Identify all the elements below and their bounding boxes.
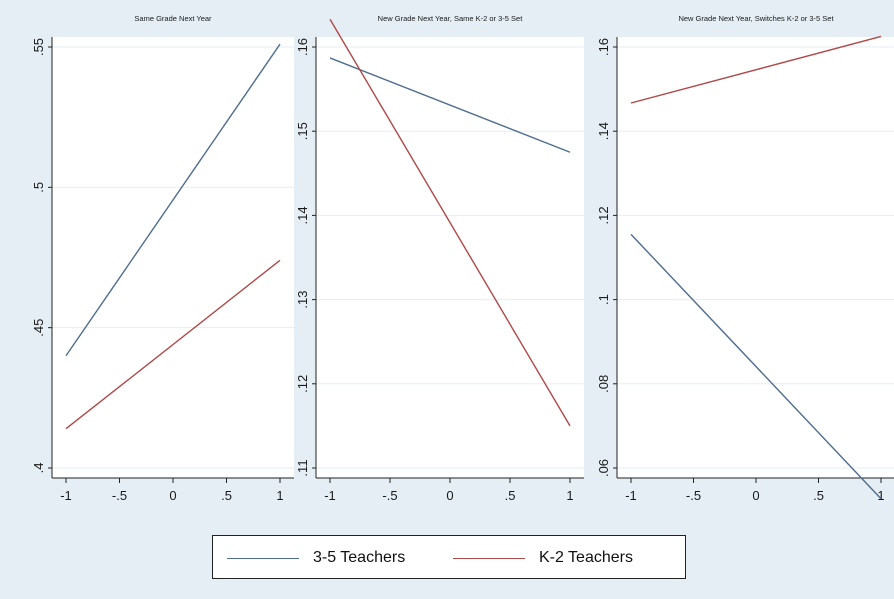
series-line-3-5-teachers (65, 43, 281, 357)
y-tick-label: .14 (596, 122, 611, 140)
chart-title: New Grade Next Year, Same K-2 or 3-5 Set (378, 14, 524, 23)
series-line-3-5-teachers (329, 57, 571, 153)
plot-area (52, 37, 294, 478)
x-tick-label: 0 (446, 488, 453, 503)
legend-item-k-2-teachers: K-2 Teachers (453, 536, 633, 580)
x-tick-label: -.5 (112, 488, 127, 503)
y-tick-label: .45 (31, 319, 46, 337)
chart-legend: 3-5 Teachers K-2 Teachers (212, 535, 686, 579)
chart-title: Same Grade Next Year (134, 14, 212, 23)
y-tick-label: .12 (295, 375, 310, 393)
x-tick-label: -1 (324, 488, 336, 503)
x-tick-label: -.5 (382, 488, 397, 503)
y-tick-label: .11 (295, 459, 310, 476)
x-tick-label: 0 (752, 488, 759, 503)
legend-label: K-2 Teachers (539, 549, 633, 566)
series-line-k-2-teachers (329, 18, 571, 427)
x-tick-label: .5 (505, 488, 516, 503)
x-tick-label: -1 (60, 488, 72, 503)
chart-svg: Same Grade Next Year .4 .45 .5 .55 -1 -.5 0 .5 1 N… (31, 14, 894, 503)
chart-title: New Grade Next Year, Switches K-2 or 3-5… (678, 14, 834, 23)
y-tick-label: .55 (31, 38, 46, 56)
plot-area (617, 37, 894, 478)
x-tick-label: 1 (276, 488, 283, 503)
y-tick-label: .13 (295, 291, 310, 309)
series-line-k-2-teachers (630, 35, 882, 104)
legend-label: 3-5 Teachers (313, 549, 406, 566)
x-tick-label: .5 (221, 488, 232, 503)
x-tick-label: 0 (169, 488, 176, 503)
series-line-3-5-teachers (630, 233, 882, 500)
x-tick-label: -1 (625, 488, 637, 503)
y-tick-label: .16 (295, 38, 310, 56)
y-tick-label: .15 (295, 122, 310, 140)
series-line-k-2-teachers (65, 259, 281, 430)
x-tick-label: .5 (813, 488, 824, 503)
x-tick-label: -.5 (686, 488, 701, 503)
y-tick-label: .16 (596, 38, 611, 56)
y-tick-label: .14 (295, 206, 310, 224)
legend-item-3-5-teachers: 3-5 Teachers (227, 536, 405, 580)
y-tick-label: .12 (596, 206, 611, 224)
y-tick-label: .06 (596, 459, 611, 477)
plot-area (316, 37, 584, 478)
y-tick-label: .4 (31, 463, 46, 474)
x-tick-label: 1 (877, 488, 884, 503)
x-tick-label: 1 (566, 488, 573, 503)
y-tick-label: .5 (31, 182, 46, 193)
y-tick-label: .08 (596, 375, 611, 393)
legend-line-k-2-teachers (453, 557, 525, 559)
y-tick-label: .1 (596, 294, 611, 305)
legend-line-3-5-teachers (227, 557, 299, 559)
